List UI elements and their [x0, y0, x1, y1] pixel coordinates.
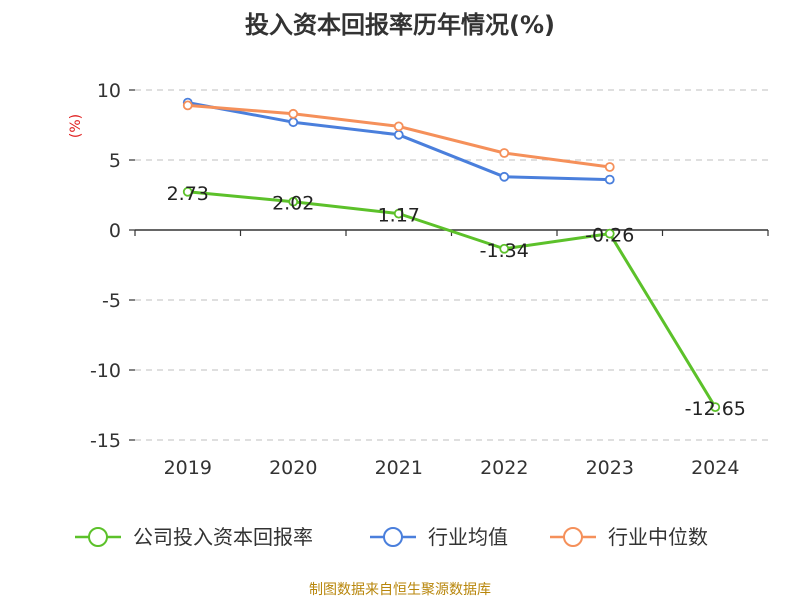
series-line-0: [187, 190, 717, 408]
series-point-2: [604, 162, 615, 172]
y-axis-ticks: 10 5 0 -5 -10 -15: [90, 80, 135, 452]
y-tick-label: 5: [109, 150, 121, 172]
chart-title: 投入资本回报率历年情况(%): [245, 11, 555, 39]
x-tick-label: 2019: [164, 457, 212, 479]
legend-item-2[interactable]: 行业中位数: [550, 525, 708, 549]
data-label: -0.26: [585, 225, 634, 247]
legend-swatch-marker: [88, 527, 108, 547]
legend-item-0[interactable]: 公司投入资本回报率: [75, 525, 313, 549]
data-label: 2.73: [167, 183, 209, 205]
y-axis-label: (%): [68, 114, 84, 138]
data-label: -1.34: [480, 240, 529, 262]
y-tick-label: 0: [109, 220, 121, 242]
series-point-1: [604, 174, 615, 185]
data-label: 2.02: [272, 193, 314, 215]
series-point-2: [288, 108, 299, 119]
data-label: -12.65: [685, 398, 746, 420]
data-label: 1.17: [378, 205, 420, 227]
data-labels: 2.73 2.02 1.17 -1.34 -0.26 -12.65: [167, 183, 746, 420]
gridlines: [135, 89, 768, 441]
x-tick-label: 2021: [375, 457, 423, 479]
series-point-0: [710, 402, 721, 413]
source-note: 制图数据来自恒生聚源数据库: [309, 582, 491, 598]
series-point-0: [288, 196, 299, 207]
legend-label: 行业均值: [428, 525, 508, 549]
y-tick-label: -10: [90, 360, 121, 382]
series-point-1: [393, 129, 404, 140]
series-point-2: [499, 148, 510, 158]
legend-item-1[interactable]: 行业均值: [370, 525, 508, 549]
x-tick-label: 2024: [691, 457, 739, 479]
y-tick-label: -15: [90, 430, 121, 452]
legend-swatch-marker: [563, 527, 583, 547]
x-axis-ticks: 2019 2020 2021 2022 2023 2024: [164, 457, 740, 479]
x-tick-label: 2022: [480, 457, 528, 479]
series-point-2: [182, 100, 193, 111]
y-tick-label: -5: [102, 290, 121, 312]
series-point-0: [499, 243, 510, 254]
legend[interactable]: 公司投入资本回报率 行业均值 行业中位数: [75, 525, 708, 549]
legend-label: 公司投入资本回报率: [133, 525, 313, 549]
series-point-0: [604, 228, 615, 239]
x-tick-label: 2020: [269, 457, 317, 479]
series-point-2: [393, 121, 404, 132]
legend-swatch-marker: [383, 527, 403, 547]
legend-label: 行业中位数: [608, 525, 708, 549]
series-point-1: [288, 117, 299, 128]
series-point-0: [393, 208, 404, 219]
series-point-1: [499, 171, 510, 182]
series-point-0: [182, 186, 193, 197]
series-group: [182, 97, 721, 413]
series-line-1: [187, 101, 610, 182]
y-tick-label: 10: [97, 80, 121, 102]
x-tick-label: 2023: [586, 457, 634, 479]
